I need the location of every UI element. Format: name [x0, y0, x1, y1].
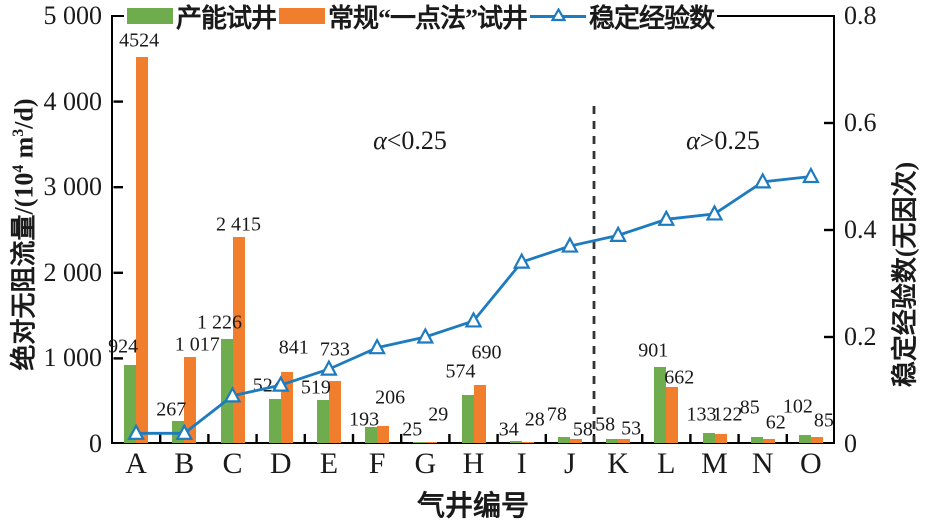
bar-capacity-test [461, 394, 474, 443]
bar-value-label: 122 [712, 403, 743, 426]
x-category-label: J [564, 447, 576, 480]
left-axis-tick-label: 5 000 [43, 1, 103, 30]
bar-value-label: 662 [664, 366, 695, 389]
legend-label-capacity-test: 产能试井 [176, 3, 277, 33]
legend-line-marker-sample [530, 7, 587, 25]
bar-capacity-test [702, 432, 715, 443]
bar-capacity-test [798, 435, 811, 443]
right-axis-tick-label: 0.6 [844, 108, 877, 137]
bar-capacity-test [413, 441, 426, 443]
bar-value-label: 267 [156, 398, 187, 421]
bar-value-label: 519 [300, 376, 331, 399]
bar-capacity-test [606, 439, 619, 443]
x-category-label: I [516, 447, 527, 480]
bar-value-label: 1 226 [197, 311, 242, 334]
bar-value-label: 102 [782, 395, 813, 418]
bar-value-label: 206 [375, 386, 406, 409]
bar-value-label: 58 [595, 413, 616, 436]
bar-value-label: 901 [638, 339, 669, 362]
bar-one-point-test [666, 387, 679, 443]
bar-one-point-test [136, 56, 149, 443]
x-category-label: M [701, 447, 728, 480]
bar-capacity-test [750, 436, 763, 443]
bar-value-label: 924 [108, 335, 139, 358]
bar-one-point-test [425, 441, 438, 443]
right-axis-tick-label: 0.8 [844, 1, 877, 30]
bar-one-point-test [762, 438, 775, 443]
bar-one-point-test [714, 433, 727, 443]
annotation-alpha-less: α<0.25 [373, 126, 447, 155]
legend-label-one-point-test: 常规“一点法”试井 [328, 3, 528, 33]
x-axis-title: 气井编号 [416, 491, 529, 522]
right-axis-title: 稳定经验数(无因次) [890, 161, 920, 388]
legend-triangle-icon [551, 8, 567, 22]
x-category-label: D [269, 447, 292, 480]
bar-capacity-test [557, 437, 570, 443]
annotation-alpha-greater: α>0.25 [686, 126, 760, 155]
bar-capacity-test [268, 399, 281, 443]
x-category-label: A [125, 447, 147, 480]
bar-value-label: 4524 [119, 29, 160, 52]
x-category-label: G [414, 447, 437, 480]
bar-value-label: 85 [813, 409, 834, 432]
bar-value-label: 690 [471, 341, 502, 364]
bar-value-label: 78 [546, 403, 567, 426]
bar-value-label: 524 [252, 374, 283, 397]
x-category-label: E [319, 447, 339, 480]
legend-label-empirical-coeff: 稳定经验数 [589, 3, 715, 33]
bar-value-label: 193 [349, 408, 380, 431]
legend-swatch-one-point-test [279, 8, 326, 24]
left-axis-tick-label: 1 000 [43, 343, 103, 373]
x-category-label: H [462, 447, 485, 480]
left-axis-tick-label: 2 000 [43, 257, 103, 287]
right-axis-tick-label: 0.4 [844, 215, 877, 244]
bar-capacity-test [509, 441, 522, 443]
x-category-label: O [800, 447, 822, 480]
bar-value-label: 34 [498, 418, 519, 441]
bar-value-label: 28 [524, 408, 545, 431]
bar-value-label: 25 [402, 418, 423, 441]
left-axis-tick-label: 4 000 [43, 86, 103, 116]
bar-value-label: 53 [621, 417, 642, 440]
bar-value-label: 2 415 [216, 213, 261, 236]
right-axis-tick-label: 0.2 [844, 322, 877, 351]
bar-one-point-test [232, 237, 245, 443]
bar-value-label: 1 017 [174, 333, 220, 356]
x-category-label: K [607, 447, 629, 480]
bar-capacity-test [172, 421, 185, 443]
right-axis-tick-label: 0 [844, 429, 857, 458]
bar-one-point-test [473, 384, 486, 443]
bar-one-point-test [810, 436, 823, 443]
x-category-label: C [222, 447, 243, 480]
x-category-label: F [368, 447, 386, 480]
bar-value-label: 85 [739, 396, 760, 419]
legend-swatch-capacity-test [127, 8, 173, 24]
bar-value-label: 733 [319, 338, 350, 361]
bar-one-point-test [569, 439, 582, 443]
x-category-label: L [657, 447, 676, 480]
bar-value-label: 841 [278, 336, 309, 359]
chart-legend: 产能试井 常规“一点法”试井 稳定经验数 [124, 0, 718, 33]
left-axis-tick-label: 3 000 [43, 172, 103, 202]
x-category-label: N [751, 447, 774, 480]
bar-one-point-test [521, 441, 534, 443]
bar-capacity-test [220, 339, 233, 443]
bar-one-point-test [618, 439, 631, 443]
bar-capacity-test [316, 399, 329, 443]
bar-capacity-test [124, 364, 137, 443]
left-axis-tick-label: 0 [89, 429, 102, 458]
x-category-label: B [174, 447, 195, 480]
bar-value-label: 29 [428, 403, 449, 426]
bar-value-label: 58 [572, 418, 593, 441]
